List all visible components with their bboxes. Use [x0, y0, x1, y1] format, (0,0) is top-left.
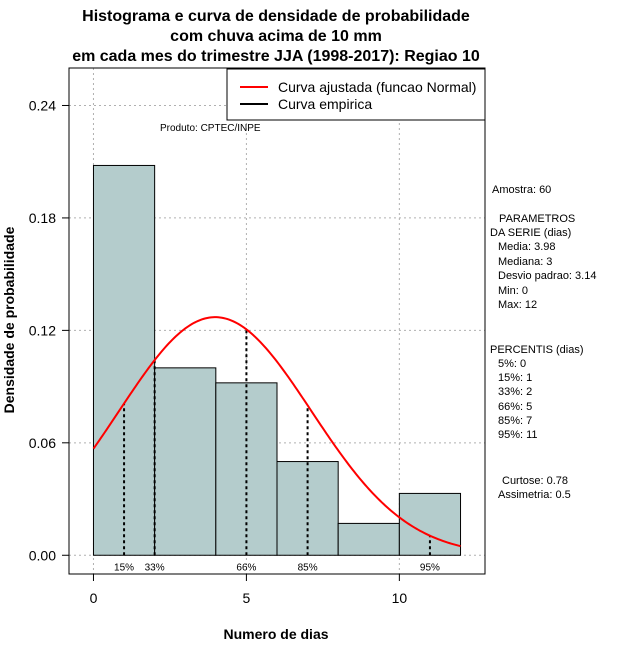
percentile-label: 33%: [145, 562, 165, 573]
percentile-lines: [123, 329, 431, 556]
stats-param: Max: 12: [498, 299, 537, 311]
stats-percentile: 15%: 1: [498, 372, 532, 384]
y-tick-label: 0.06: [29, 435, 56, 451]
stats-param: Min: 0: [498, 285, 528, 297]
stats-kurtosis: Curtose: 0.78: [502, 475, 568, 487]
stats-percentile: 5%: 0: [498, 358, 526, 370]
stats-skewness: Assimetria: 0.5: [498, 489, 571, 501]
product-label: Produto: CPTEC/INPE: [160, 123, 261, 134]
stats-param: Desvio padrao: 3.14: [498, 270, 596, 282]
y-tick-label: 0.18: [29, 210, 56, 226]
chart-title-line-1: Histograma e curva de densidade de proba…: [82, 8, 470, 25]
percentile-label: 95%: [420, 562, 440, 573]
y-tick-label: 0.00: [29, 547, 56, 563]
histogram-bar: [92, 164, 156, 556]
percentile-label: 85%: [298, 562, 318, 573]
legend: Curva ajustada (funcao Normal) Curva emp…: [226, 68, 486, 121]
stats-percentile: 66%: 5: [498, 401, 532, 413]
x-axis-title: Numero de dias: [223, 626, 328, 642]
stats-param: Mediana: 3: [498, 256, 552, 268]
histogram-bars: [92, 164, 462, 556]
stats-percentile: 95%: 11: [498, 429, 538, 441]
stats-percentile: 33%: 2: [498, 386, 532, 398]
x-tick-label: 10: [392, 590, 408, 606]
percentile-labels: 15% 33% 66% 85% 95%: [114, 562, 440, 573]
stats-sample: Amostra: 60: [492, 184, 551, 196]
stats-param: Media: 3.98: [498, 241, 555, 253]
stats-percentiles-title: PERCENTIS (dias): [490, 344, 584, 356]
legend-label-normal: Curva ajustada (funcao Normal): [278, 79, 476, 95]
y-axis: 0.00 0.06 0.12 0.18 0.24: [29, 97, 70, 563]
y-tick-label: 0.24: [29, 97, 56, 113]
stats-panel: Amostra: 60 PARAMETROS DA SERIE (dias) M…: [490, 184, 596, 501]
legend-label-empirical: Curva empirica: [278, 96, 372, 112]
x-tick-label: 0: [90, 590, 98, 606]
chart-title-line-3: em cada mes do trimestre JJA (1998-2017)…: [72, 48, 480, 65]
x-tick-label: 5: [243, 590, 251, 606]
chart-title-line-2: com chuva acima de 10 mm: [170, 28, 382, 45]
percentile-label: 15%: [114, 562, 134, 573]
normal-curve: [92, 316, 461, 548]
stats-percentile: 85%: 7: [498, 415, 532, 427]
y-axis-title: Densidade de probabilidade: [1, 226, 17, 413]
histogram-bar: [337, 522, 400, 556]
histogram-bar: [154, 367, 217, 556]
x-axis: 0 5 10: [90, 573, 408, 606]
legend-box: [226, 68, 486, 121]
stats-params-title-2: DA SERIE (dias): [490, 227, 571, 239]
stats-params-title-1: PARAMETROS: [496, 213, 575, 225]
percentile-label: 66%: [236, 562, 256, 573]
y-tick-label: 0.12: [29, 322, 56, 338]
